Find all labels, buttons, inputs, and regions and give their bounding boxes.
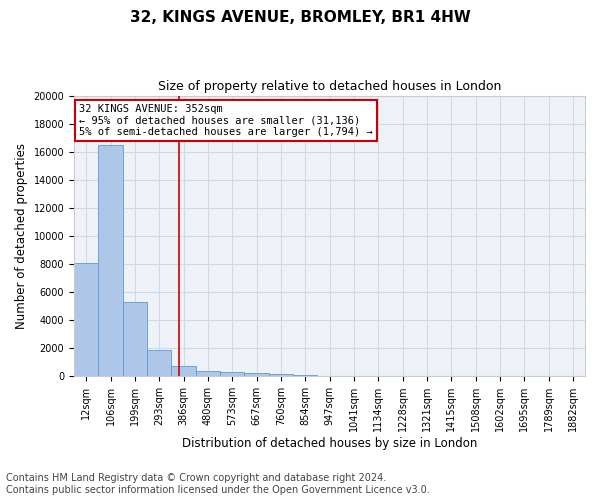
Bar (196, 371, 220, 376)
Bar (98, 144, 122, 376)
Bar (172, 366, 196, 376)
Bar (220, 372, 244, 376)
Bar (122, 302, 147, 376)
Y-axis label: Number of detached properties: Number of detached properties (15, 143, 28, 329)
Bar (74, 262, 98, 376)
Text: Contains HM Land Registry data © Crown copyright and database right 2024.
Contai: Contains HM Land Registry data © Crown c… (6, 474, 430, 495)
Title: Size of property relative to detached houses in London: Size of property relative to detached ho… (158, 80, 501, 93)
X-axis label: Distribution of detached houses by size in London: Distribution of detached houses by size … (182, 437, 477, 450)
Bar (293, 374, 317, 376)
Text: 32, KINGS AVENUE, BROMLEY, BR1 4HW: 32, KINGS AVENUE, BROMLEY, BR1 4HW (130, 10, 470, 25)
Text: 32 KINGS AVENUE: 352sqm
← 95% of detached houses are smaller (31,136)
5% of semi: 32 KINGS AVENUE: 352sqm ← 95% of detache… (79, 104, 373, 137)
Bar (269, 374, 293, 376)
Bar (244, 374, 269, 376)
Bar (147, 350, 172, 376)
